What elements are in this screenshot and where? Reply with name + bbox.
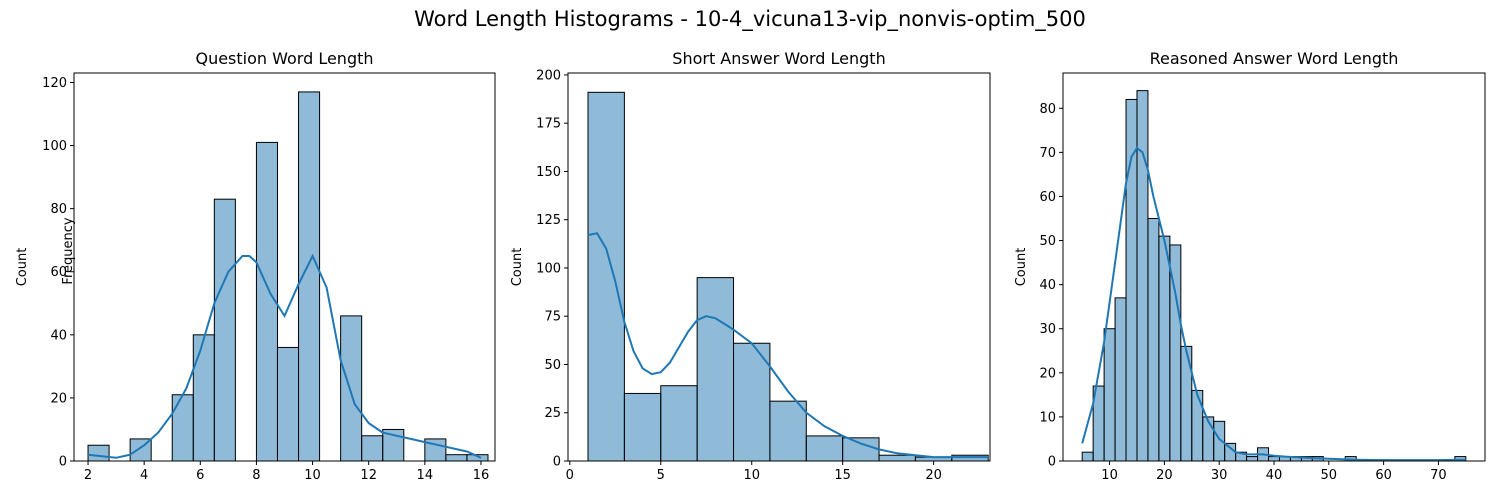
y-tick-label: 80 bbox=[50, 202, 67, 217]
y-tick-label: 0 bbox=[1048, 455, 1056, 470]
x-tick-label: 60 bbox=[1375, 468, 1392, 483]
y-tick-label: 50 bbox=[544, 358, 561, 373]
axes-frame bbox=[567, 72, 991, 462]
x-tick-label: 10 bbox=[1101, 468, 1118, 483]
y-tick-label: 30 bbox=[1039, 322, 1056, 337]
chart-panel-1: 2 4 6 8 10 12 14 16 0 20 40 60 80 100 120 Question Word… bbox=[15, 49, 496, 483]
x-tick-label: 6 bbox=[196, 468, 204, 483]
histogram-bar bbox=[696, 277, 735, 462]
x-tick-label: 16 bbox=[473, 468, 490, 483]
x-tick-label: 20 bbox=[925, 468, 942, 483]
histogram-bar bbox=[87, 444, 110, 462]
x-tick-label: 40 bbox=[1266, 468, 1283, 483]
histogram-bar bbox=[1147, 218, 1160, 462]
x-tick-label: 15 bbox=[834, 468, 851, 483]
histogram-bar bbox=[1202, 416, 1215, 462]
y-tick-label: 125 bbox=[536, 213, 561, 228]
y-axis-label: Count bbox=[15, 248, 30, 287]
histogram-bar bbox=[361, 435, 384, 462]
axes-frame bbox=[73, 72, 496, 462]
x-tick-label: 50 bbox=[1321, 468, 1338, 483]
histogram-bar bbox=[1246, 456, 1259, 462]
histogram-bar bbox=[1103, 328, 1116, 462]
histogram-bar bbox=[1268, 456, 1280, 462]
y-tick-label: 10 bbox=[1039, 410, 1056, 425]
histogram-bar bbox=[276, 346, 300, 462]
y-tick-label: 0 bbox=[553, 455, 561, 470]
y-tick-label: 0 bbox=[59, 455, 67, 470]
x-tick-label: 8 bbox=[252, 468, 260, 483]
x-tick-label: 70 bbox=[1430, 468, 1447, 483]
histogram-bar bbox=[878, 454, 916, 462]
x-tick-label: 4 bbox=[140, 468, 148, 483]
y-tick-label: 100 bbox=[536, 261, 561, 276]
chart-title: Short Answer Word Length bbox=[672, 49, 885, 68]
y-tick-label: 120 bbox=[42, 76, 67, 91]
chart-panel-3: 10 20 30 40 50 60 70 0 10 20 30 40 50 60 70 80 Reasoned … bbox=[1014, 49, 1486, 483]
chart-title: Reasoned Answer Word Length bbox=[1150, 49, 1399, 68]
y-tick-label: 75 bbox=[544, 310, 561, 325]
y-tick-label: 150 bbox=[536, 165, 561, 180]
x-tick-label: 14 bbox=[417, 468, 434, 483]
y-tick-label: 25 bbox=[544, 406, 561, 421]
histogram-bar bbox=[733, 342, 771, 462]
histogram-bar bbox=[192, 334, 215, 462]
histogram-bar bbox=[769, 400, 807, 462]
y-tick-label: 50 bbox=[1039, 234, 1056, 249]
y-tick-label: 70 bbox=[1039, 146, 1056, 161]
y-tick-label: 60 bbox=[50, 265, 67, 280]
x-tick-label: 30 bbox=[1211, 468, 1228, 483]
histogram-bar bbox=[842, 437, 880, 462]
histogram-bar bbox=[340, 315, 363, 462]
y-tick-label: 60 bbox=[1039, 190, 1056, 205]
histogram-bar bbox=[587, 91, 625, 462]
chart-title: Question Word Length bbox=[195, 49, 373, 68]
x-tick-label: 2 bbox=[84, 468, 92, 483]
histogram-bar bbox=[1191, 389, 1204, 462]
histogram-bar bbox=[1136, 90, 1149, 462]
histogram-bar bbox=[1158, 235, 1171, 462]
histogram-bar bbox=[951, 454, 989, 462]
histogram-bar bbox=[660, 385, 698, 462]
histogram-bar bbox=[1081, 451, 1094, 462]
y-tick-label: 20 bbox=[50, 391, 67, 406]
y-tick-label: 175 bbox=[536, 117, 561, 132]
y-tick-label: 40 bbox=[50, 328, 67, 343]
x-tick-label: 10 bbox=[743, 468, 760, 483]
y-axis-label: Count bbox=[1014, 248, 1029, 287]
figure-title: Word Length Histograms - 10-4_vicuna13-v… bbox=[414, 7, 1086, 32]
histogram-bar bbox=[445, 454, 468, 462]
histogram-bar bbox=[623, 392, 662, 462]
x-tick-label: 10 bbox=[304, 468, 321, 483]
histogram-bar bbox=[1224, 442, 1237, 462]
x-tick-label: 5 bbox=[657, 468, 665, 483]
y-axis-label: Count bbox=[510, 248, 525, 287]
y-tick-label: 80 bbox=[1039, 102, 1056, 117]
x-tick-label: 20 bbox=[1156, 468, 1173, 483]
x-tick-label: 12 bbox=[360, 468, 377, 483]
y-tick-label: 20 bbox=[1039, 366, 1056, 381]
kde-line bbox=[87, 253, 482, 459]
kde-line bbox=[1081, 146, 1466, 462]
stray-frequency-label: Frequency bbox=[61, 217, 76, 284]
y-tick-label: 100 bbox=[42, 139, 67, 154]
histogram-bar bbox=[171, 394, 194, 462]
kde-line bbox=[587, 232, 989, 459]
histogram-bar bbox=[1114, 297, 1127, 462]
histogram-bar bbox=[805, 435, 844, 462]
histogram-bar bbox=[1125, 98, 1138, 462]
histogram-bar bbox=[213, 198, 236, 462]
x-tick-label: 0 bbox=[566, 468, 574, 483]
y-tick-label: 40 bbox=[1039, 278, 1056, 293]
y-tick-label: 200 bbox=[536, 68, 561, 83]
